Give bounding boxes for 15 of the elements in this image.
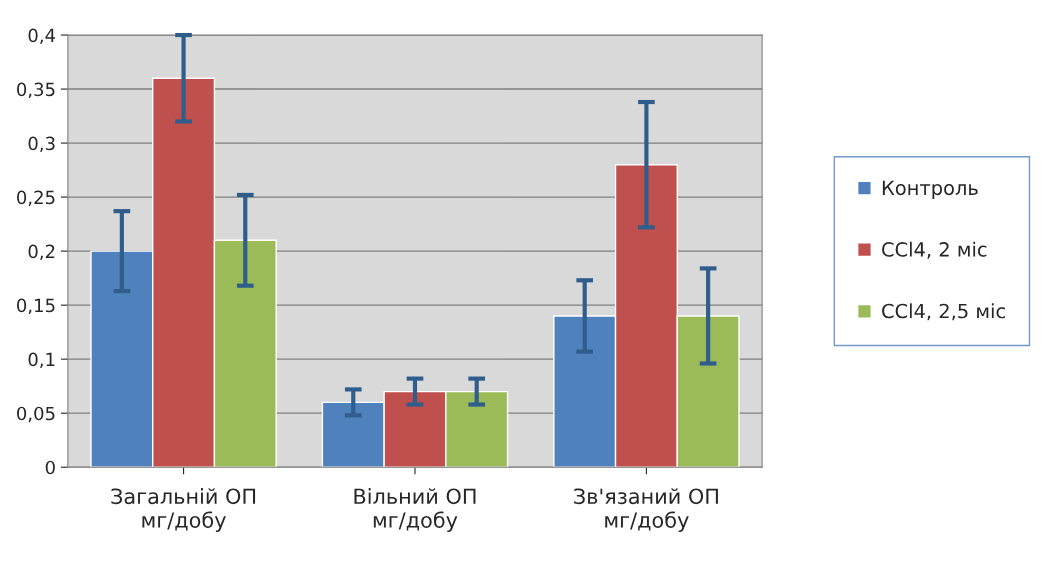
- x-tick-label: Зв'язаний ОП мг/добу: [574, 488, 718, 532]
- legend-label: CCl4, 2 міс: [882, 241, 987, 259]
- y-tick-label: 0,1: [28, 352, 55, 369]
- y-tick-label: 0,4: [28, 28, 56, 44]
- y-tick-label: 0,05: [17, 406, 55, 423]
- y-tick-label: 0,3: [28, 136, 55, 153]
- legend-label: CCl4, 2,5 міс: [882, 303, 1005, 321]
- y-tick-label: 0,25: [17, 190, 55, 207]
- y-tick-label: 0: [45, 460, 55, 475]
- y-tick-label: 0,15: [17, 298, 55, 315]
- y-tick-label: 0,2: [28, 244, 55, 261]
- legend-label: Контроль: [882, 180, 978, 199]
- y-tick-label: 0,35: [17, 82, 55, 99]
- x-tick-label: Загальній ОП мг/добу: [111, 488, 256, 532]
- x-tick-label: Вільний ОП мг/добу: [354, 488, 476, 532]
